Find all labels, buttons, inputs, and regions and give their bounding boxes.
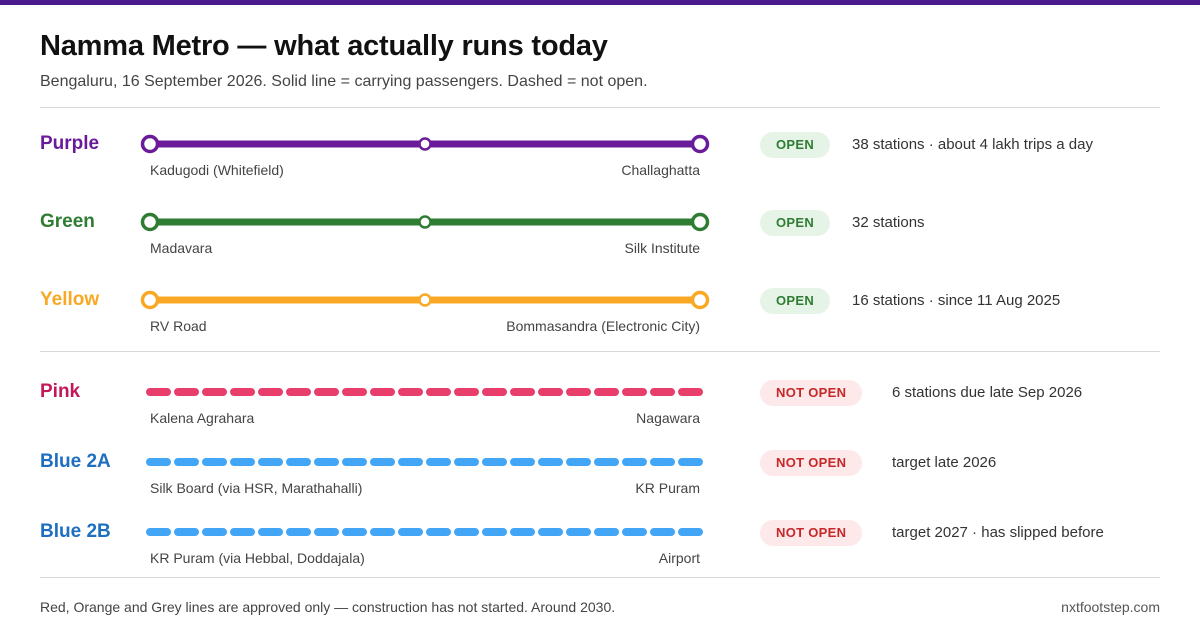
status-badge-yellow: OPEN bbox=[760, 288, 831, 314]
page-title: Namma Metro — what actually runs today bbox=[40, 30, 608, 62]
line-info-yellow: 16 stations · since 11 Aug 2025 bbox=[852, 292, 1061, 309]
divider-middle bbox=[40, 351, 1160, 352]
line-name-blue-2a: Blue 2A bbox=[40, 451, 111, 472]
terminal-station-marker bbox=[690, 290, 710, 310]
footer-note: Red, Orange and Grey lines are approved … bbox=[40, 599, 616, 615]
terminal-station-marker bbox=[140, 212, 160, 232]
status-badge-pink: NOT OPEN bbox=[760, 380, 863, 406]
line-row-purple: Purple Kadugodi (Whitefield) Challaghatt… bbox=[0, 132, 1200, 192]
station-marker bbox=[418, 293, 432, 307]
yellow-line-solid bbox=[140, 290, 710, 310]
line-row-pink: Pink Kalena Agrahara Nagawara NOT OPEN 6… bbox=[0, 380, 1200, 440]
line-name-blue-2b: Blue 2B bbox=[40, 521, 111, 542]
divider-bottom bbox=[40, 577, 1160, 578]
pink-line-dashed bbox=[146, 388, 704, 396]
station-marker bbox=[418, 215, 432, 229]
line-row-blue-2a: Blue 2A Silk Board (via HSR, Marathahall… bbox=[0, 450, 1200, 510]
line-name-pink: Pink bbox=[40, 381, 81, 402]
terminal-end-blue-2a: KR Puram bbox=[635, 480, 700, 496]
line-info-blue-2a: target late 2026 bbox=[892, 454, 997, 471]
blue-2a-line-dashed bbox=[146, 458, 704, 466]
line-info-green: 32 stations bbox=[852, 214, 925, 231]
terminal-station-marker bbox=[690, 134, 710, 154]
terminal-station-marker bbox=[140, 134, 160, 154]
terminal-end-purple: Challaghatta bbox=[621, 162, 700, 178]
status-badge-green: OPEN bbox=[760, 210, 831, 236]
terminal-end-yellow: Bommasandra (Electronic City) bbox=[506, 318, 700, 334]
terminal-start-blue-2b: KR Puram (via Hebbal, Doddajala) bbox=[150, 550, 365, 566]
line-info-blue-2b: target 2027 · has slipped before bbox=[892, 524, 1104, 541]
line-track-yellow bbox=[140, 288, 710, 312]
terminal-start-yellow: RV Road bbox=[150, 318, 207, 334]
page-subtitle: Bengaluru, 16 September 2026. Solid line… bbox=[40, 73, 648, 90]
terminal-start-blue-2a: Silk Board (via HSR, Marathahalli) bbox=[150, 480, 363, 496]
line-track-blue-2b bbox=[140, 520, 710, 544]
line-row-green: Green Madavara Silk Institute OPEN 32 st… bbox=[0, 210, 1200, 270]
line-row-yellow: Yellow RV Road Bommasandra (Electronic C… bbox=[0, 288, 1200, 348]
terminal-station-marker bbox=[140, 290, 160, 310]
divider-top bbox=[40, 107, 1160, 108]
line-name-purple: Purple bbox=[40, 133, 100, 154]
blue-2b-line-dashed bbox=[146, 528, 704, 536]
green-line-solid bbox=[140, 212, 710, 232]
status-badge-blue-2a: NOT OPEN bbox=[760, 450, 863, 476]
line-track-pink bbox=[140, 380, 710, 404]
status-badge-purple: OPEN bbox=[760, 132, 831, 158]
terminal-start-pink: Kalena Agrahara bbox=[150, 410, 255, 426]
line-track-green bbox=[140, 210, 710, 234]
terminal-start-green: Madavara bbox=[150, 240, 213, 256]
station-marker bbox=[418, 137, 432, 151]
credit-link[interactable]: nxtfootstep.com bbox=[1061, 599, 1160, 615]
line-info-purple: 38 stations · about 4 lakh trips a day bbox=[852, 136, 1093, 153]
line-track-blue-2a bbox=[140, 450, 710, 474]
purple-line-solid bbox=[140, 134, 710, 154]
terminal-end-green: Silk Institute bbox=[624, 240, 700, 256]
terminal-end-blue-2b: Airport bbox=[658, 550, 700, 566]
line-name-yellow: Yellow bbox=[40, 289, 100, 310]
line-row-blue-2b: Blue 2B KR Puram (via Hebbal, Doddajala)… bbox=[0, 520, 1200, 580]
terminal-end-pink: Nagawara bbox=[636, 410, 700, 426]
status-badge-blue-2b: NOT OPEN bbox=[760, 520, 863, 546]
top-accent-bar bbox=[0, 0, 1200, 5]
line-track-purple bbox=[140, 132, 710, 156]
terminal-station-marker bbox=[690, 212, 710, 232]
line-name-green: Green bbox=[40, 211, 95, 232]
terminal-start-purple: Kadugodi (Whitefield) bbox=[150, 162, 284, 178]
line-info-pink: 6 stations due late Sep 2026 bbox=[892, 384, 1083, 401]
